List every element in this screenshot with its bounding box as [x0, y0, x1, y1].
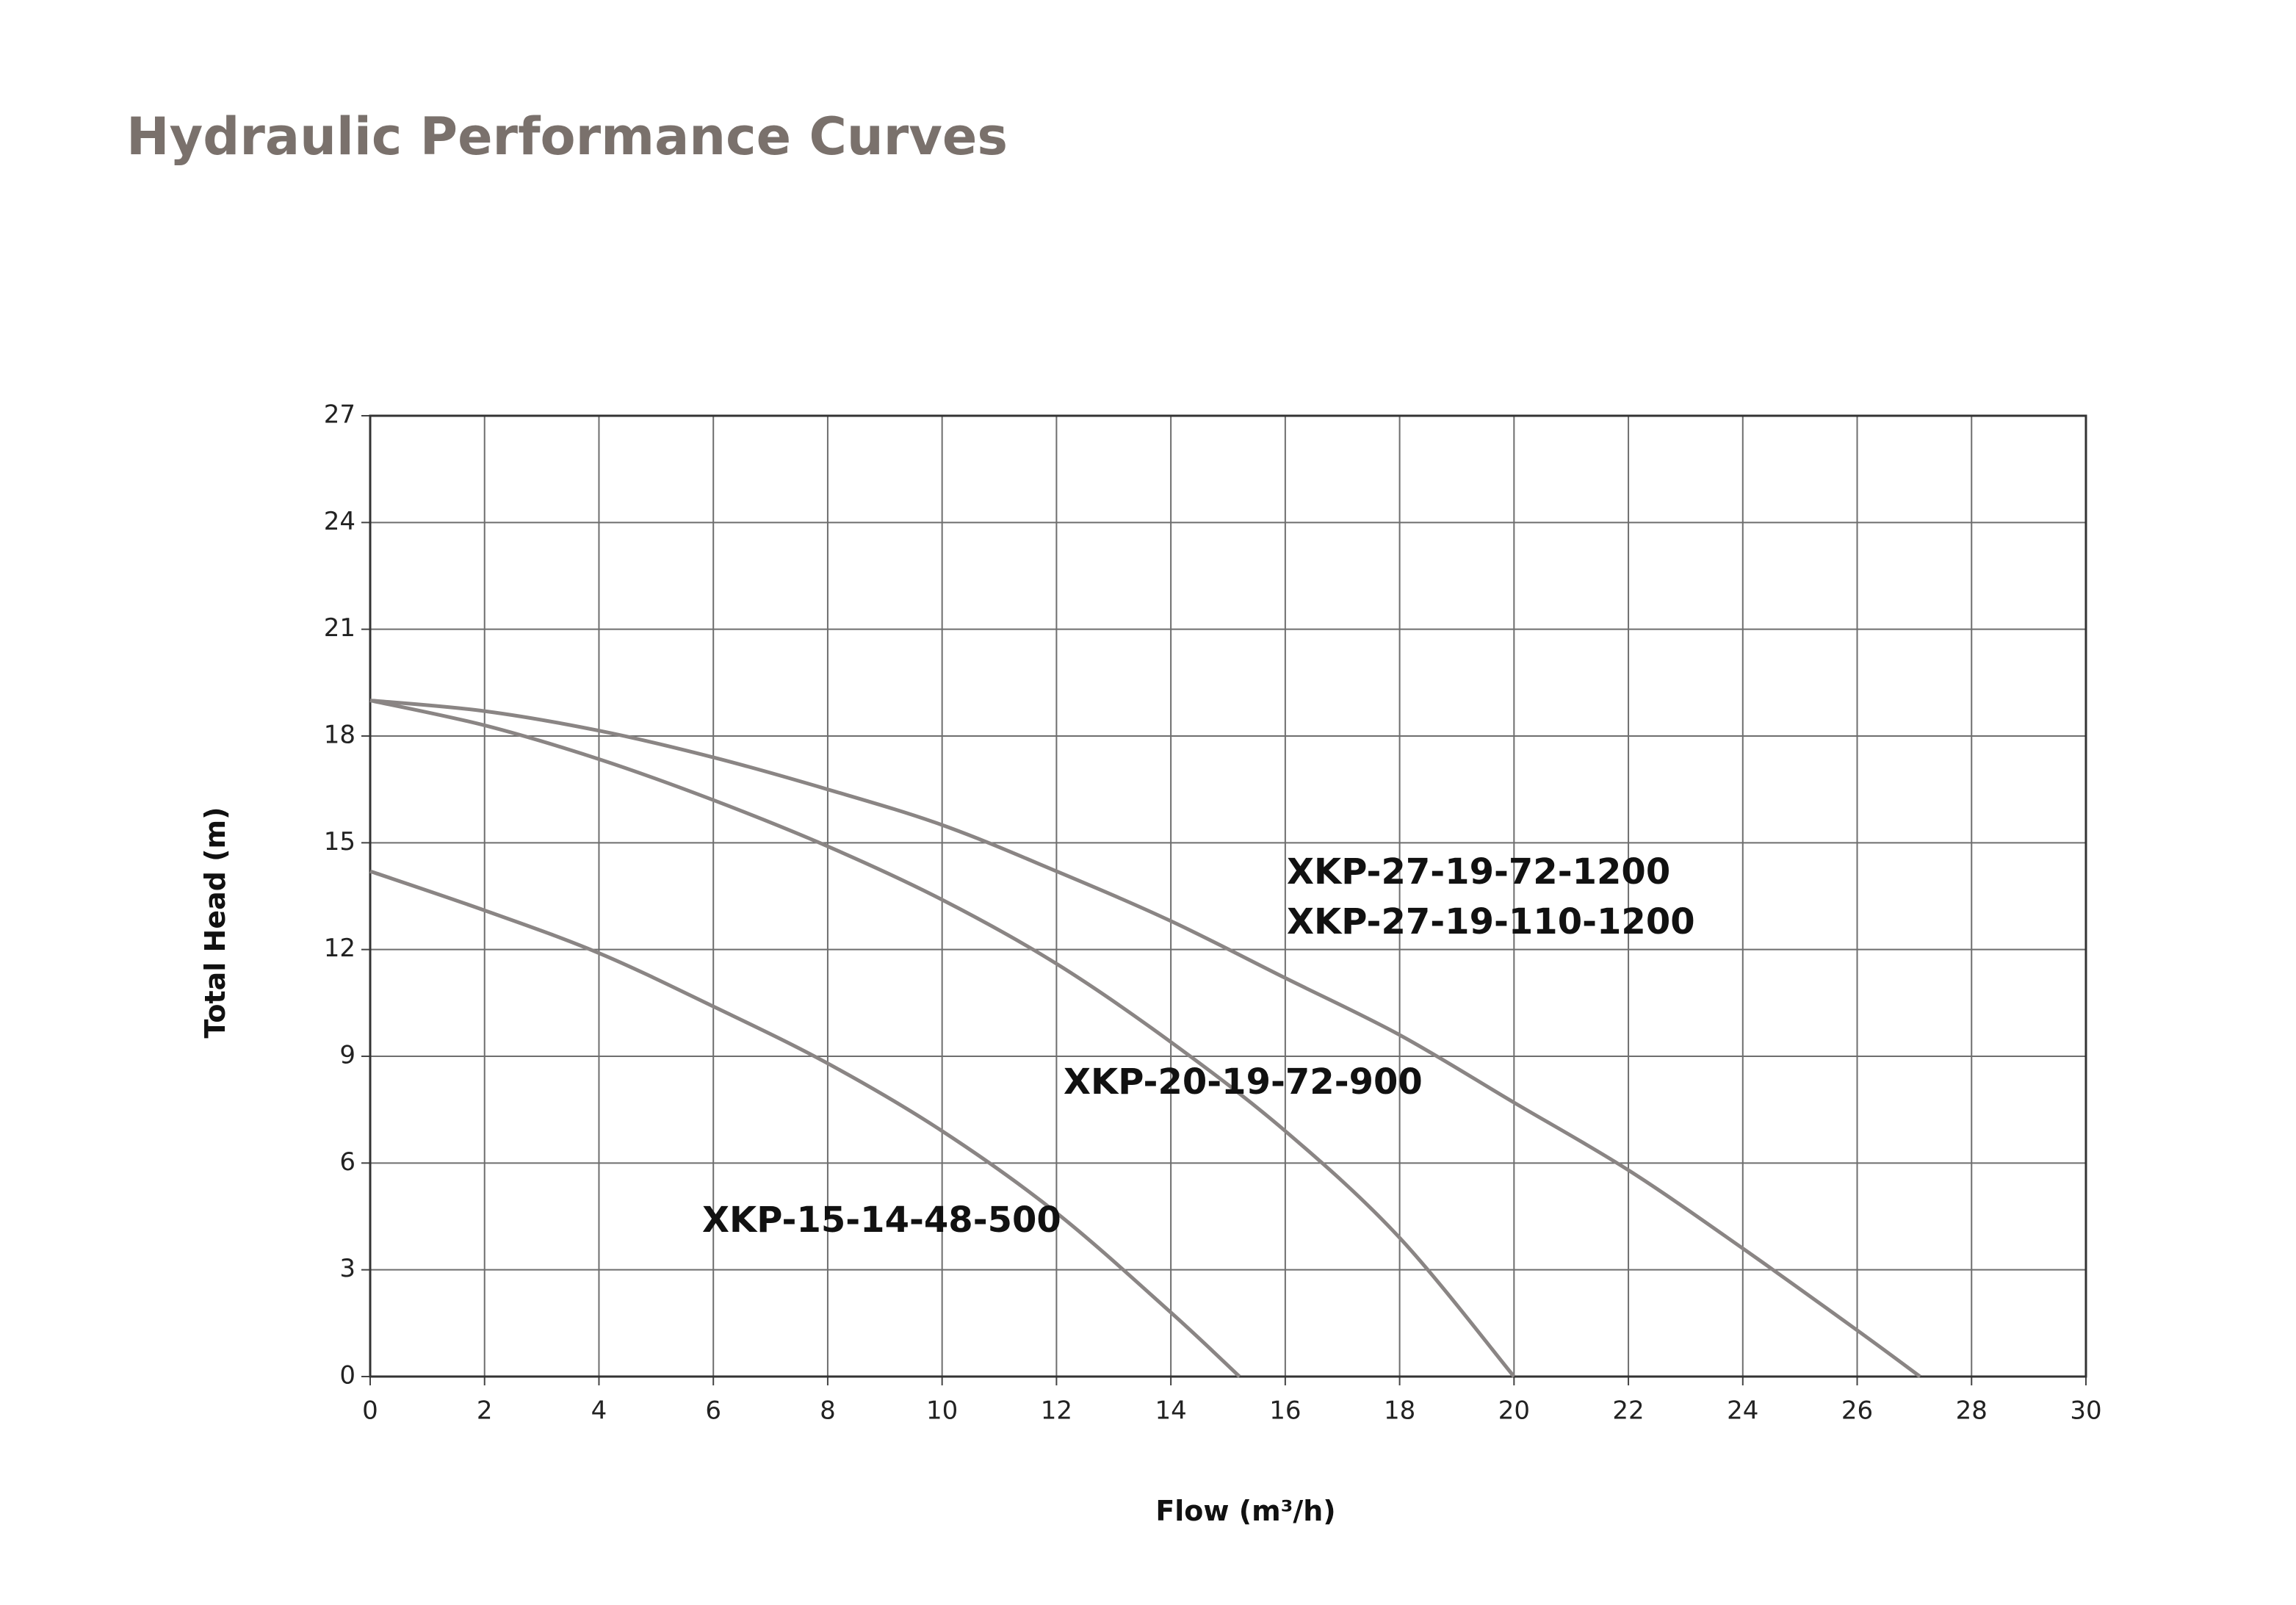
y-tick-label: 27: [324, 400, 355, 430]
x-tick-label: 4: [591, 1396, 607, 1426]
x-tick-label: 8: [820, 1396, 836, 1426]
curve-label: XKP-27-19-72-1200: [1287, 851, 1670, 892]
curve-label: XKP-27-19-110-1200: [1287, 901, 1695, 942]
y-tick-label: 0: [339, 1361, 355, 1391]
y-tick-label: 6: [339, 1147, 355, 1177]
x-tick-label: 12: [1041, 1396, 1072, 1426]
y-tick-label: 3: [339, 1254, 355, 1283]
x-tick-label: 14: [1155, 1396, 1187, 1426]
x-tick-label: 2: [477, 1396, 493, 1426]
x-tick-label: 28: [1956, 1396, 1988, 1426]
x-tick-label: 18: [1384, 1396, 1415, 1426]
y-axis-label: Total Head (m): [199, 807, 231, 1038]
y-tick-label: 24: [324, 507, 355, 536]
plot-frame: [369, 414, 2087, 1378]
y-tick-label: 12: [324, 934, 355, 963]
x-tick-label: 20: [1498, 1396, 1530, 1426]
curve: [369, 699, 1921, 1379]
curve-label: XKP-15-14-48-500: [702, 1200, 1061, 1241]
curve: [369, 699, 1516, 1378]
y-tick-label: 9: [339, 1041, 355, 1070]
x-tick-label: 6: [705, 1396, 721, 1426]
x-tick-label: 26: [1841, 1396, 1873, 1426]
y-tick-label: 21: [324, 613, 355, 643]
curve-label: XKP-20-19-72-900: [1064, 1061, 1423, 1103]
chart-title: Hydraulic Performance Curves: [126, 107, 1008, 167]
x-tick-label: 22: [1612, 1396, 1644, 1426]
y-tick-label: 15: [324, 827, 355, 856]
x-tick-label: 30: [2070, 1396, 2101, 1426]
x-tick-label: 10: [926, 1396, 958, 1426]
x-tick-label: 0: [362, 1396, 378, 1426]
x-axis-label: Flow (m³/h): [1155, 1495, 1335, 1527]
x-tick-label: 16: [1269, 1396, 1301, 1426]
x-tick-label: 24: [1727, 1396, 1758, 1426]
curve: [369, 869, 1241, 1378]
y-tick-label: 18: [324, 721, 355, 750]
